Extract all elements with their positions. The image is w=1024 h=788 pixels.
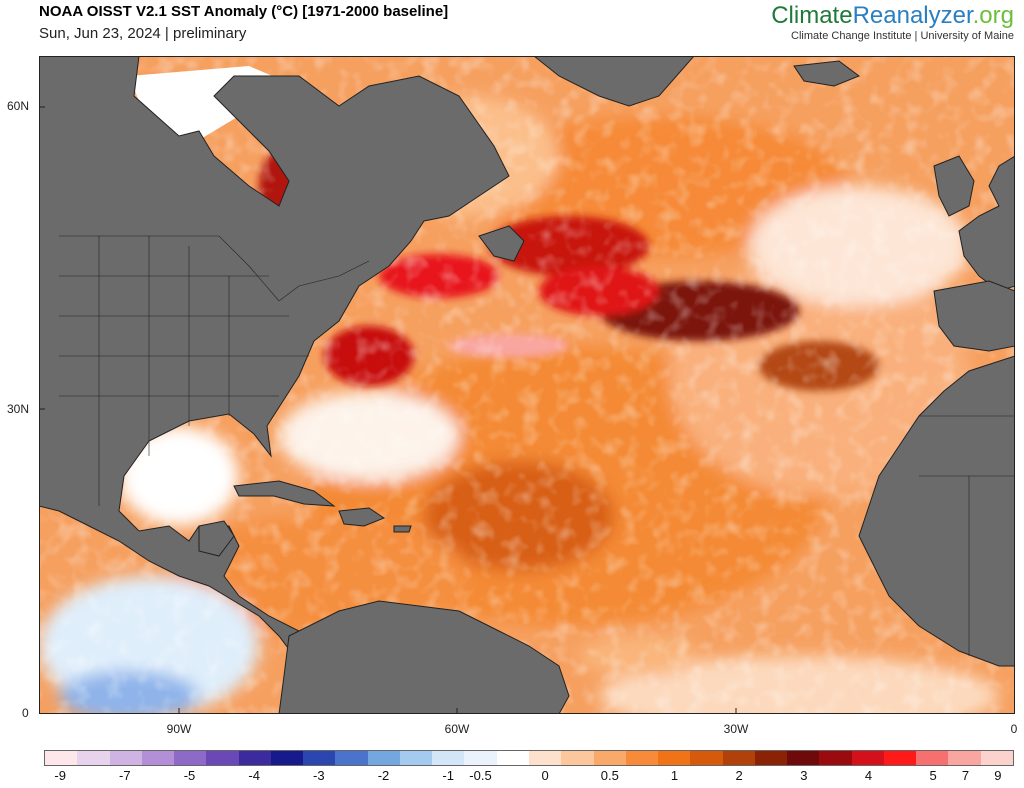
land-hispaniola: [338, 507, 386, 527]
land-africa: [858, 355, 1015, 667]
border-us-canada: [59, 235, 370, 302]
colorbar-swatch: [819, 751, 852, 765]
brand-name-part-org: .org: [972, 2, 1014, 29]
colorbar-swatch: [851, 751, 884, 765]
brand-name-part-reanalyzer: Reanalyzer: [852, 2, 973, 29]
colorbar-swatch: [658, 751, 691, 765]
colorbar-swatch: [690, 751, 723, 765]
map-frame: [39, 56, 1015, 714]
colorbar-swatch: [141, 751, 175, 765]
colorbar-swatch: [754, 751, 788, 765]
lat-label-0: 0: [22, 706, 29, 720]
colorbar-swatch: [238, 751, 271, 765]
colorbar-swatch: [625, 751, 659, 765]
colorbar-tick-label: -9: [54, 768, 66, 783]
lon-label-0: 0: [1010, 722, 1018, 736]
colorbar-tick-label: 5: [929, 768, 937, 783]
lon-label-60w: 60W: [444, 722, 470, 736]
land-iberia: [933, 280, 1015, 352]
colorbar-swatch: [270, 751, 304, 765]
colorbar-swatch: [303, 751, 336, 765]
colorbar-swatch: [883, 751, 917, 765]
colorbar-swatch: [496, 751, 529, 765]
lat-label-30n: 30N: [7, 402, 30, 416]
colorbar-swatch: [45, 751, 78, 765]
colorbar-swatch: [722, 751, 755, 765]
colorbar-swatch: [367, 751, 400, 765]
land-newfoundland: [478, 225, 525, 262]
colorbar-tick-label: 2: [735, 768, 743, 783]
land-cuba: [233, 480, 336, 507]
colorbar-swatch: [528, 751, 562, 765]
colorbar-tick-label: 0.5: [600, 768, 619, 783]
brand-affiliation: Climate Change Institute | University of…: [791, 30, 1014, 42]
colorbar-tick-label: -0.5: [469, 768, 492, 783]
land-iceland: [793, 60, 861, 87]
colorbar-tick-label: -2: [377, 768, 390, 783]
colorbar-tick-label: 0: [541, 768, 549, 783]
colorbar-swatch: [561, 751, 594, 765]
lon-label-90w: 90W: [166, 722, 192, 736]
colorbar-tick-label: -7: [119, 768, 131, 783]
colorbar-swatch: [593, 751, 626, 765]
sst-anomaly-map: [39, 56, 1015, 714]
colorbar-swatch: [916, 751, 949, 765]
land-yucatan: [198, 520, 235, 557]
colorbar-tick-label: -1: [442, 768, 454, 783]
land-south-america: [278, 600, 570, 714]
colorbar-tick-label: -3: [313, 768, 325, 783]
colorbar-tick-label: 7: [961, 768, 970, 783]
land-britain: [933, 155, 975, 217]
colorbar-swatch: [174, 751, 207, 765]
map-subtitle: Sun, Jun 23, 2024 | preliminary: [39, 25, 247, 42]
colorbar-swatch: [77, 751, 110, 765]
colorbar-labels: -9 -7 -5 -4 -3 -2 -1 -0.5 0 0.5 1 2 3 4 5 7 9: [44, 768, 1014, 786]
lon-label-30w: 30W: [723, 722, 749, 736]
colorbar-swatch: [464, 751, 497, 765]
colorbar-swatch: [787, 751, 820, 765]
colorbar-tick-label: 4: [864, 768, 873, 783]
colorbar-legend: [44, 750, 1014, 766]
colorbar-swatch: [335, 751, 368, 765]
brand-name: ClimateReanalyzer.org: [771, 2, 1014, 30]
colorbar-tick-label: -5: [183, 768, 196, 783]
land-greenland: [533, 56, 695, 107]
colorbar-tick-label: 3: [800, 768, 808, 783]
brand-name-part-climate: Climate: [771, 2, 853, 29]
lat-label-60n: 60N: [7, 99, 30, 113]
colorbar-swatch: [206, 751, 239, 765]
brand-logo[interactable]: ClimateReanalyzer.org Climate Change Ins…: [771, 2, 1014, 42]
land-puerto-rico: [393, 525, 412, 533]
colorbar-swatch: [109, 751, 142, 765]
colorbar-swatch: [432, 751, 465, 765]
colorbar-swatch: [948, 751, 981, 765]
colorbar-tick-label: 1: [670, 768, 679, 783]
map-title: NOAA OISST V2.1 SST Anomaly (°C) [1971-2…: [39, 3, 449, 20]
colorbar-swatch: [980, 751, 1013, 765]
political-borders: [59, 235, 1015, 656]
colorbar-tick-label: -4: [248, 768, 260, 783]
colorbar-tick-label: 9: [994, 768, 1002, 783]
colorbar-swatch: [399, 751, 433, 765]
